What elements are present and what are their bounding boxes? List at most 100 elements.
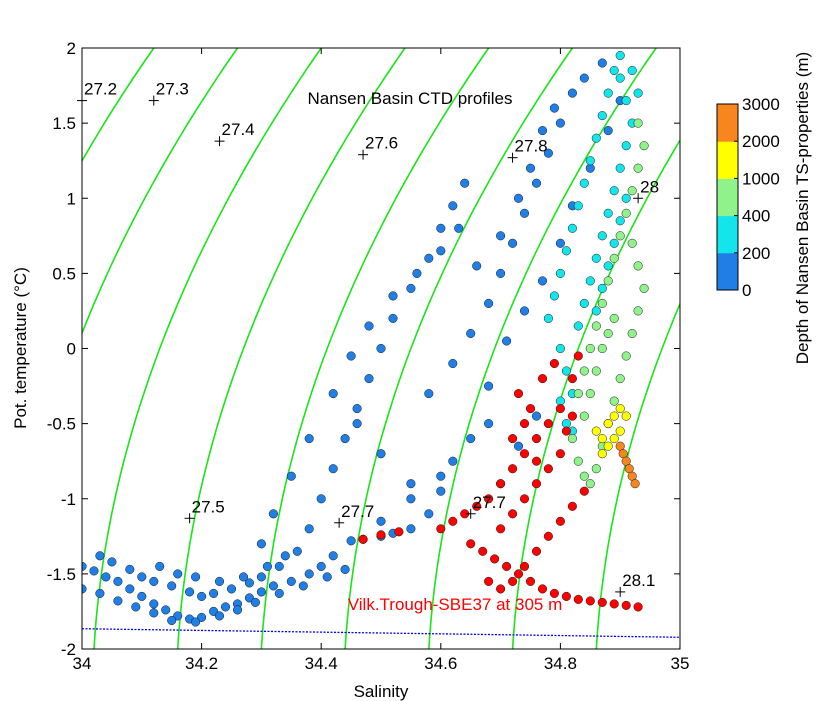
data-point: [585, 276, 595, 286]
y-tick-label: -0.5: [47, 415, 76, 434]
data-point: [591, 321, 601, 331]
colorbar-frame: [716, 103, 739, 291]
data-point: [149, 608, 159, 618]
data-point: [531, 546, 542, 556]
data-point: [304, 434, 314, 444]
colorbar-tick-label: 200: [742, 244, 770, 263]
data-point: [591, 426, 601, 436]
data-point: [525, 404, 536, 414]
data-point: [591, 306, 601, 316]
data-point: [609, 253, 619, 263]
data-point: [567, 434, 577, 444]
data-point: [101, 572, 111, 582]
data-point: [615, 73, 625, 83]
isopycnal-label: 27.7: [341, 502, 374, 521]
data-point: [549, 103, 559, 113]
data-point: [298, 581, 308, 591]
isopycnal-label: 27.5: [192, 497, 225, 516]
isopycnal-line: [344, 48, 574, 649]
series-4: [615, 441, 640, 489]
data-point: [579, 471, 589, 481]
x-tick-label: 34.6: [424, 654, 457, 673]
isopycnal-label: 27.3: [156, 80, 189, 99]
colorbar-label: Depth of Nansen Basin TS-properties (m): [793, 52, 812, 364]
data-point: [543, 464, 553, 474]
y-tick-label: -2: [61, 640, 76, 659]
x-axis-label: Salinity: [354, 682, 409, 701]
data-point: [280, 551, 290, 561]
data-point: [137, 591, 147, 601]
data-point: [585, 343, 595, 354]
freezing-line-layer: [82, 628, 680, 638]
data-point: [585, 596, 595, 606]
data-point: [597, 449, 607, 459]
isopycnal-label: 27.7: [473, 493, 506, 512]
data-point: [185, 587, 195, 597]
data-point: [376, 449, 386, 459]
y-tick-label: 0.5: [52, 264, 76, 283]
data-point: [89, 566, 99, 576]
data-point: [406, 283, 416, 293]
data-point: [555, 238, 565, 248]
data-point: [639, 283, 649, 293]
data-point: [573, 201, 583, 211]
data-point: [197, 591, 207, 601]
data-point: [525, 576, 536, 586]
data-point: [256, 587, 266, 597]
y-tick-label: 2: [67, 39, 76, 58]
data-point: [609, 65, 619, 76]
data-point: [567, 374, 577, 384]
data-point: [519, 306, 530, 316]
data-point: [597, 298, 607, 308]
data-point: [394, 527, 404, 537]
data-point: [630, 479, 640, 489]
data-point: [472, 501, 482, 511]
data-point: [358, 534, 368, 544]
data-point: [496, 524, 506, 534]
data-point: [214, 611, 225, 621]
data-point: [268, 581, 278, 591]
data-point: [609, 599, 619, 609]
data-point: [573, 351, 583, 361]
data-point: [328, 551, 338, 561]
data-point: [561, 426, 571, 436]
data-point: [615, 374, 625, 384]
data-point: [406, 524, 416, 534]
data-point: [591, 133, 601, 143]
data-point: [274, 588, 284, 598]
data-point: [597, 283, 607, 293]
data-point: [346, 351, 356, 361]
data-point: [232, 605, 243, 615]
data-point: [585, 156, 595, 166]
data-point: [490, 554, 500, 564]
isopycnal-label: 28.1: [622, 571, 655, 590]
data-point: [316, 494, 326, 504]
data-point: [513, 441, 524, 451]
data-point: [633, 306, 643, 316]
chart-title: Nansen Basin CTD profiles: [307, 89, 512, 108]
sbe37-annotation: Vilk.Trough-SBE37 at 305 m: [348, 595, 563, 614]
colorbar-tick-label: 1000: [742, 169, 780, 188]
data-point: [197, 612, 207, 622]
data-point: [448, 358, 458, 369]
data-point: [543, 148, 553, 158]
data-point: [597, 597, 607, 607]
y-tick-label: 1: [67, 189, 76, 208]
data-point: [107, 557, 117, 567]
y-tick-label: 0: [67, 340, 76, 359]
data-point: [519, 419, 530, 429]
isopycnal-line: [427, 48, 657, 649]
data-point: [424, 253, 434, 263]
data-point: [579, 486, 589, 496]
data-point: [603, 441, 613, 451]
data-point: [621, 141, 631, 151]
x-tick-label: 34.2: [185, 654, 218, 673]
isopycnal-line: [93, 48, 322, 649]
data-point: [555, 449, 565, 459]
data-point: [519, 208, 530, 218]
data-point: [376, 343, 386, 354]
data-point: [621, 600, 631, 610]
data-point: [161, 605, 171, 615]
data-point: [591, 464, 601, 474]
data-point: [209, 588, 219, 598]
